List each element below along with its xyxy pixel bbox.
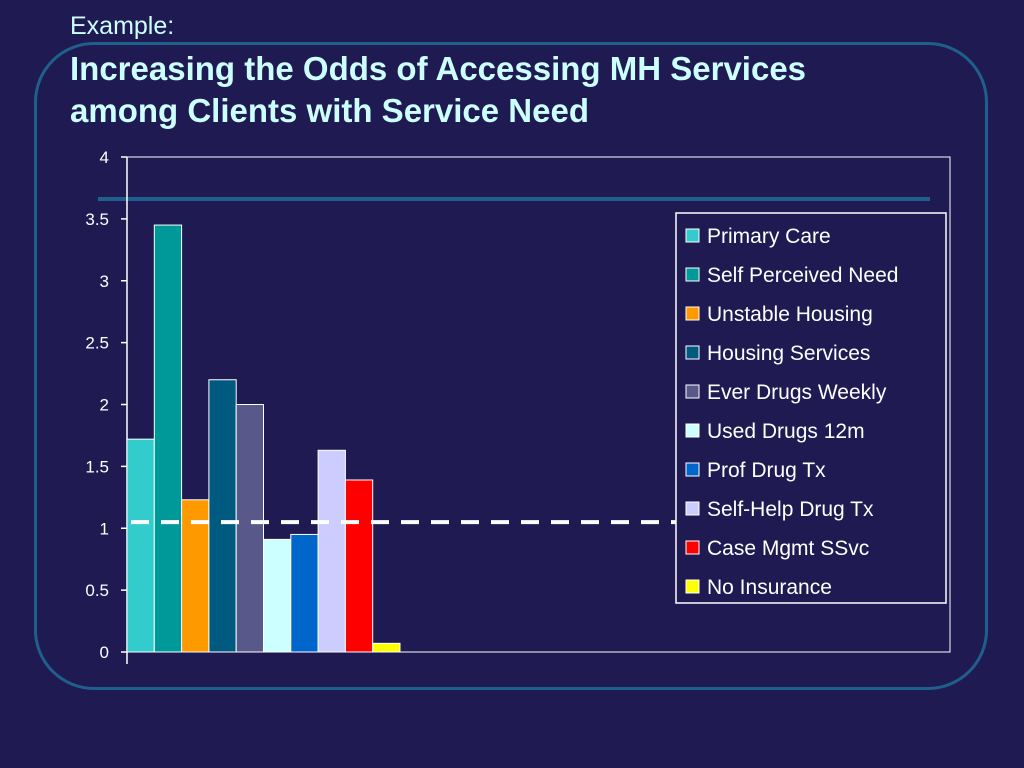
bar	[317, 449, 346, 653]
legend-swatch	[685, 423, 700, 438]
legend-label: Primary Care	[707, 225, 831, 248]
legend-swatch	[685, 579, 700, 594]
bar	[153, 224, 183, 653]
y-tick-label: 1.5	[85, 457, 109, 476]
bar	[372, 642, 401, 653]
legend-swatch	[685, 462, 700, 477]
bar	[290, 533, 319, 653]
legend-swatch	[685, 267, 700, 282]
legend-box	[675, 212, 947, 604]
y-tick-label: 3	[100, 272, 109, 291]
legend-swatch	[685, 501, 700, 516]
legend-swatch	[685, 540, 700, 555]
legend-swatch	[685, 306, 700, 321]
bar	[181, 499, 210, 653]
y-tick-label: 0.5	[85, 581, 109, 600]
y-tick-label: 2	[100, 396, 109, 415]
legend-label: Ever Drugs Weekly	[707, 381, 887, 404]
legend-label: Self Perceived Need	[707, 264, 898, 287]
y-tick-label: 0	[100, 643, 109, 662]
y-tick-label: 2.5	[85, 334, 109, 353]
slide-title: Increasing the Odds of Accessing MH Serv…	[70, 48, 970, 132]
legend-label: No Insurance	[707, 576, 832, 599]
y-tick-label: 4	[100, 148, 109, 167]
legend-swatch	[685, 228, 700, 243]
legend-label: Unstable Housing	[707, 303, 873, 326]
legend-label: Self-Help Drug Tx	[707, 498, 874, 521]
legend-label: Used Drugs 12m	[707, 420, 865, 443]
slide-title-line-1: Increasing the Odds of Accessing MH Serv…	[70, 50, 807, 87]
slide-frame	[34, 42, 988, 690]
legend-swatch	[685, 384, 700, 399]
title-divider	[98, 197, 930, 201]
slide-subtitle: Example:	[70, 12, 175, 40]
legend-label: Housing Services	[707, 342, 870, 365]
bar	[344, 479, 374, 653]
legend-label: Case Mgmt SSvc	[707, 537, 869, 560]
y-tick-label: 3.5	[85, 210, 109, 229]
slide-title-line-2: among Clients with Service Need	[70, 92, 589, 129]
legend-label: Prof Drug Tx	[707, 459, 826, 482]
bar	[235, 404, 264, 653]
y-tick-label: 1	[100, 519, 109, 538]
legend-swatch	[685, 345, 700, 360]
bar	[263, 538, 292, 653]
bar	[126, 438, 155, 653]
bar	[208, 379, 237, 653]
